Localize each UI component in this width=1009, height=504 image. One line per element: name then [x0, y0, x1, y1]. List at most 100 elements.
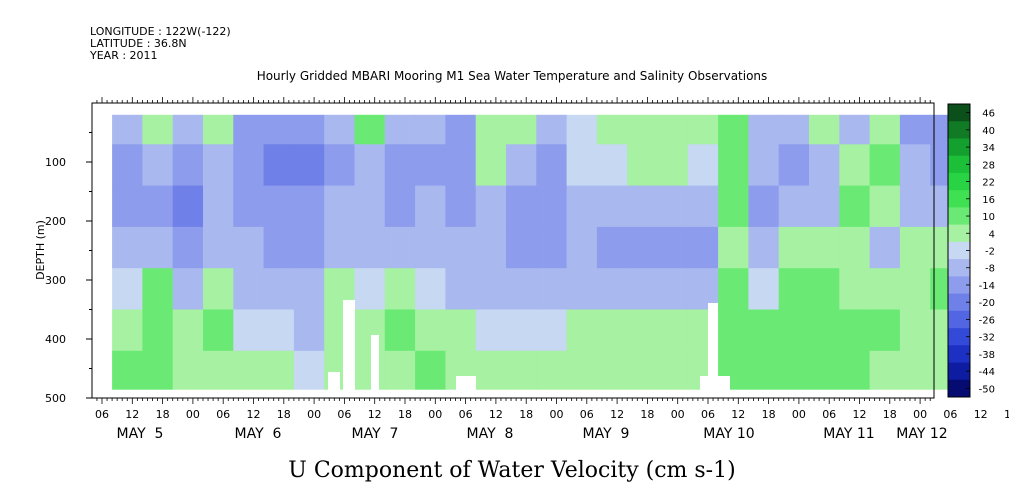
- heatmap-cell: [384, 185, 416, 228]
- heatmap-cell: [748, 268, 780, 310]
- heatmap-cell: [475, 350, 507, 390]
- x-tick-label: 06: [822, 408, 836, 421]
- y-tick-label: 100: [45, 156, 66, 169]
- heatmap-cell: [293, 144, 325, 187]
- heatmap-cell: [506, 309, 537, 352]
- heatmap-cell: [566, 350, 598, 390]
- x-tick-label: 06: [459, 408, 473, 421]
- heatmap-cell: [596, 185, 628, 228]
- year-label: YEAR : 2011: [89, 49, 158, 62]
- x-tick-label: 00: [550, 408, 564, 421]
- x-tick-label: 12: [731, 408, 745, 421]
- heatmap-cell: [112, 144, 143, 187]
- heatmap-cell: [293, 185, 325, 228]
- day-label: MAY 8: [467, 426, 514, 442]
- colorbar-swatch: [948, 293, 970, 312]
- heatmap-cell: [263, 226, 295, 269]
- x-tick-label: 00: [792, 408, 806, 421]
- heatmap-cell: [627, 114, 658, 145]
- heatmap-cell: [142, 226, 174, 269]
- x-tick-label: 18: [883, 408, 897, 421]
- heatmap-cell: [899, 268, 931, 310]
- heatmap-cell: [506, 185, 537, 228]
- heatmap-cell: [748, 350, 780, 390]
- heatmap-cell: [203, 114, 234, 145]
- heatmap-cell: [596, 114, 628, 145]
- heatmap-cell: [203, 350, 234, 390]
- heatmap-cell: [142, 309, 174, 352]
- heatmap-cell: [415, 350, 446, 390]
- heatmap-cell: [869, 144, 901, 187]
- heatmap-cell: [445, 185, 477, 228]
- heatmap-cell: [384, 350, 416, 390]
- heatmap-cell: [293, 114, 325, 145]
- x-tick-label: 06: [580, 408, 594, 421]
- heatmap-cell: [627, 226, 658, 269]
- heatmap-cell: [506, 114, 537, 145]
- heatmap-cell: [869, 114, 901, 145]
- heatmap-cell: [778, 350, 810, 390]
- heatmap-cell: [657, 350, 689, 390]
- heatmap-cell: [142, 114, 174, 145]
- heatmap-cell: [445, 226, 477, 269]
- heatmap-cell: [324, 226, 355, 269]
- x-minor-ticks: [96, 97, 931, 404]
- data-gaps: [328, 300, 730, 390]
- day-label: MAY 12: [896, 426, 947, 442]
- colorbar-label: -44: [979, 367, 995, 378]
- heatmap-cell: [596, 268, 628, 310]
- heatmap-cell: [203, 144, 234, 187]
- heatmap-cell: [263, 309, 295, 352]
- heatmap-cell: [536, 114, 568, 145]
- colorbar-label: -2: [985, 247, 995, 258]
- x-tick-label: 06: [701, 408, 715, 421]
- heatmap-cell: [899, 226, 931, 269]
- colorbar-swatch: [948, 104, 970, 122]
- heatmap-cell: [566, 114, 598, 145]
- x-tick-label: 00: [307, 408, 321, 421]
- heatmap-cell: [384, 268, 416, 310]
- heatmap-cell: [415, 144, 446, 187]
- heatmap-cell: [475, 309, 507, 352]
- heatmap-cell: [384, 144, 416, 187]
- heatmap-cell: [839, 185, 871, 228]
- heatmap-cell: [142, 268, 174, 310]
- day-label: MAY 7: [352, 426, 399, 442]
- heatmap-cell: [627, 144, 658, 187]
- heatmap-cell: [354, 144, 386, 187]
- day-label: MAY 10: [703, 426, 754, 442]
- heatmap-cell: [596, 144, 628, 187]
- heatmap-cell: [536, 350, 568, 390]
- heatmap-cell: [657, 144, 689, 187]
- heatmap-cell: [233, 144, 265, 187]
- heatmap-cell: [142, 144, 174, 187]
- colorbar-label: -20: [979, 298, 995, 309]
- colorbar-label: -38: [979, 350, 995, 361]
- heatmap-cell: [839, 144, 871, 187]
- heatmap-cell: [354, 350, 386, 390]
- colorbar-swatch: [948, 328, 970, 346]
- heatmap-cell: [657, 114, 689, 145]
- heatmap-cell: [809, 268, 840, 310]
- colorbar-swatch: [948, 310, 970, 329]
- heatmap-cell: [596, 350, 628, 390]
- x-tick-label: 12: [974, 408, 988, 421]
- heatmap-cell: [384, 226, 416, 269]
- heatmap-cell: [566, 185, 598, 228]
- heatmap-cell: [566, 226, 598, 269]
- heatmap-cell: [627, 268, 658, 310]
- x-axis: 06 12 18 00 06 12 18 00 06 12 18 00 06 12 18 00 06 12 18 00…: [95, 408, 1009, 421]
- colorbar-swatch: [948, 379, 970, 398]
- heatmap-cell: [899, 185, 931, 228]
- heatmap-cell: [112, 226, 143, 269]
- heatmap-cell: [718, 268, 749, 310]
- heatmap-cell: [778, 114, 810, 145]
- heatmap-cell: [778, 185, 810, 228]
- heatmap-cell: [172, 268, 204, 310]
- heatmap-cell: [748, 226, 780, 269]
- colorbar-label: 46: [982, 109, 995, 120]
- heatmap-cell: [687, 144, 719, 187]
- heatmap-cell: [718, 226, 749, 269]
- heatmap-cell: [687, 226, 719, 269]
- colorbar-label: -8: [985, 264, 995, 275]
